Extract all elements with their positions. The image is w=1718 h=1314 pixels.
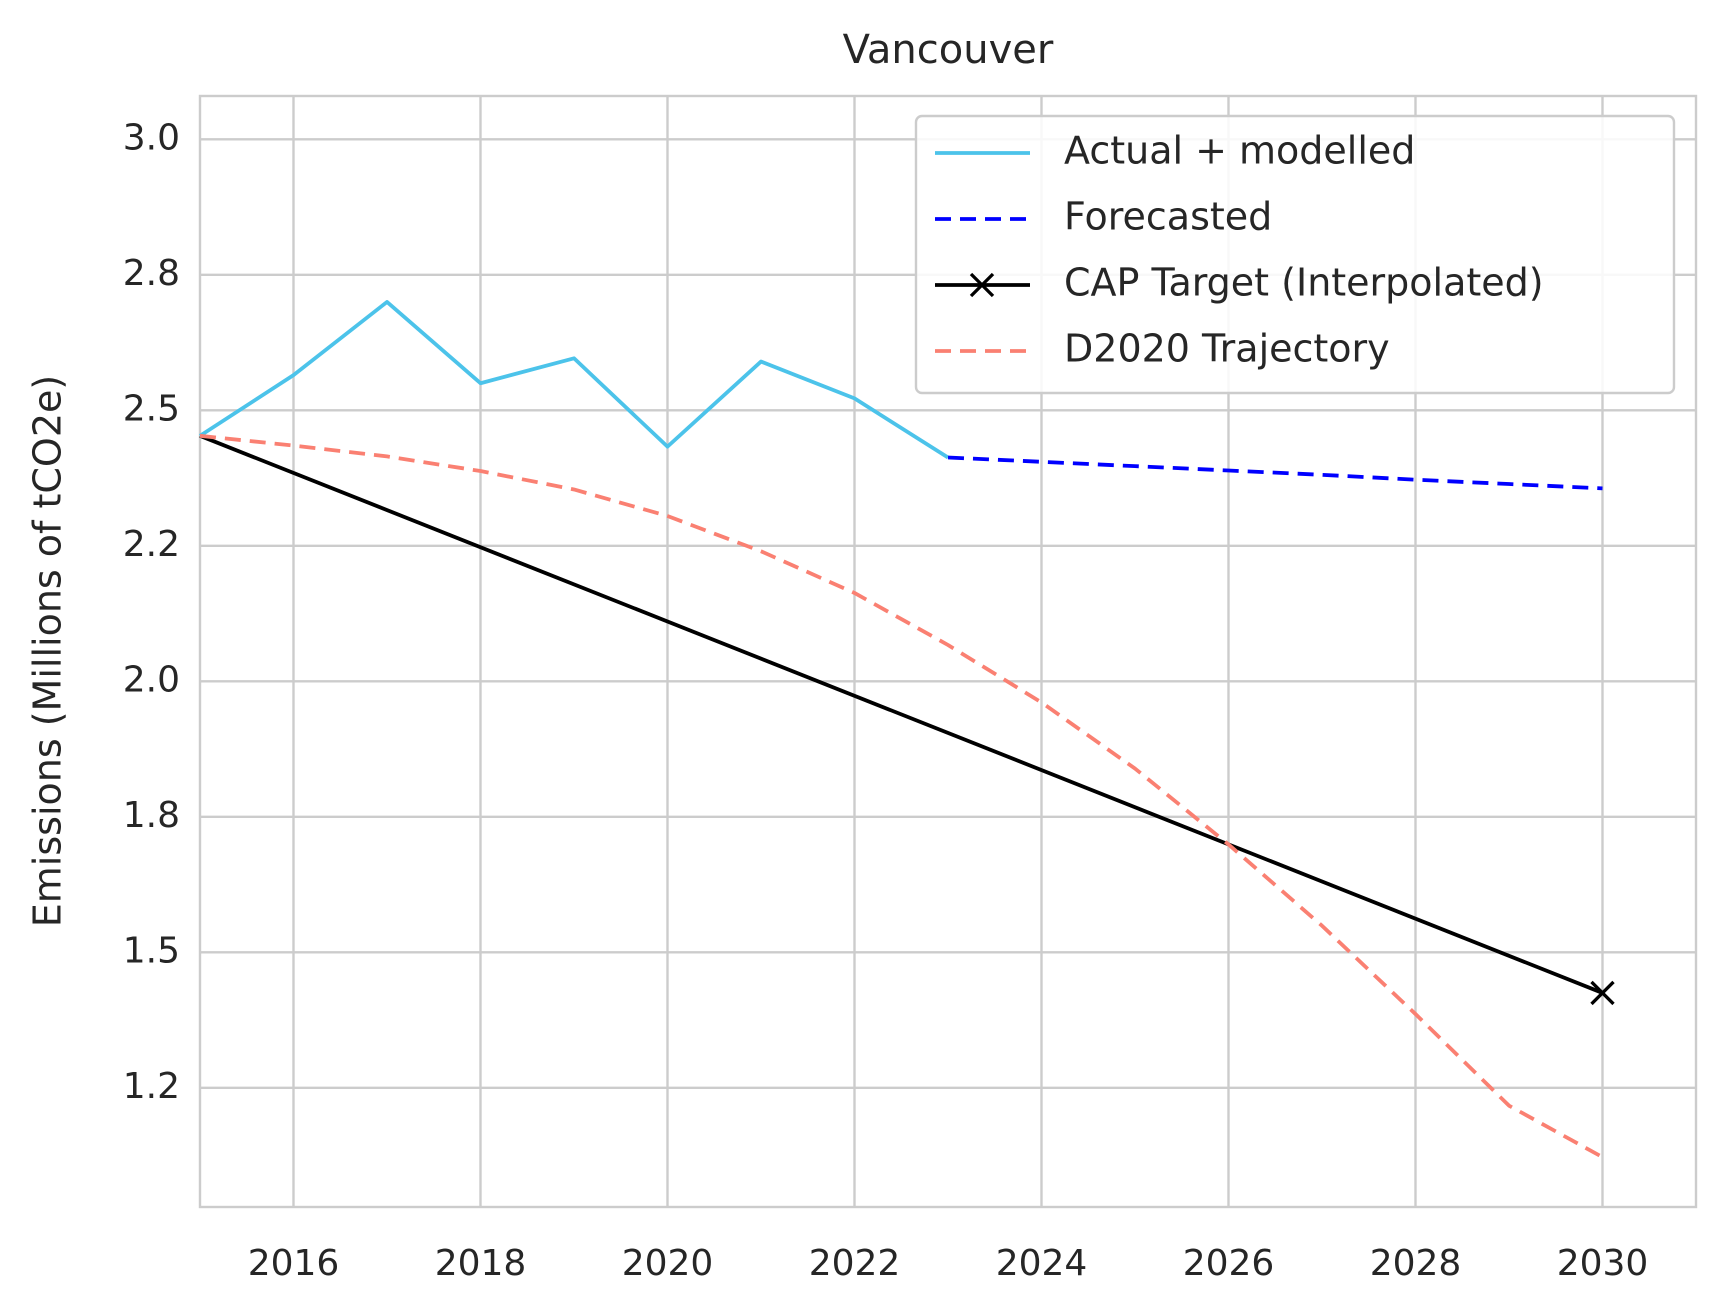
- marker-group: [1590, 980, 1615, 1006]
- legend-label: Actual + modelled: [1064, 129, 1415, 173]
- x-tick-label: 2024: [996, 1243, 1088, 1284]
- marker: [969, 272, 995, 298]
- y-tick-label: 1.8: [123, 795, 180, 836]
- series-line: [198, 300, 950, 460]
- y-tick-label: 1.5: [123, 930, 180, 971]
- x-tick-label: 2028: [1370, 1243, 1462, 1284]
- x-tick-label: 2018: [435, 1243, 527, 1284]
- y-tick-label: 2.0: [123, 659, 180, 700]
- chart-title: Vancouver: [843, 27, 1054, 73]
- legend-label: CAP Target (Interpolated): [1064, 261, 1544, 305]
- series-line: [947, 455, 1603, 491]
- x-tick-label: 2016: [248, 1243, 340, 1284]
- series-line: [199, 433, 1604, 1159]
- y-tick-label: 3.0: [123, 117, 180, 158]
- legend-label: D2020 Trajectory: [1064, 327, 1390, 371]
- y-tick-label: 1.2: [123, 1066, 180, 1107]
- series-line: [199, 434, 1604, 995]
- y-tick-label: 2.5: [123, 388, 180, 429]
- legend-label: Forecasted: [1064, 195, 1272, 239]
- y-axis-label: Emissions (Millions of tCO2e): [26, 375, 70, 927]
- legend-box: [914, 114, 1676, 395]
- x-tick-label: 2022: [809, 1243, 901, 1284]
- x-tick-label: 2026: [1183, 1243, 1275, 1284]
- plot-frame: [198, 94, 1698, 1209]
- marker: [1590, 980, 1615, 1006]
- x-tick-label: 2030: [1557, 1243, 1649, 1284]
- y-tick-label: 2.2: [123, 524, 180, 565]
- x-tick-label: 2020: [622, 1243, 714, 1284]
- y-tick-label: 2.8: [123, 253, 180, 294]
